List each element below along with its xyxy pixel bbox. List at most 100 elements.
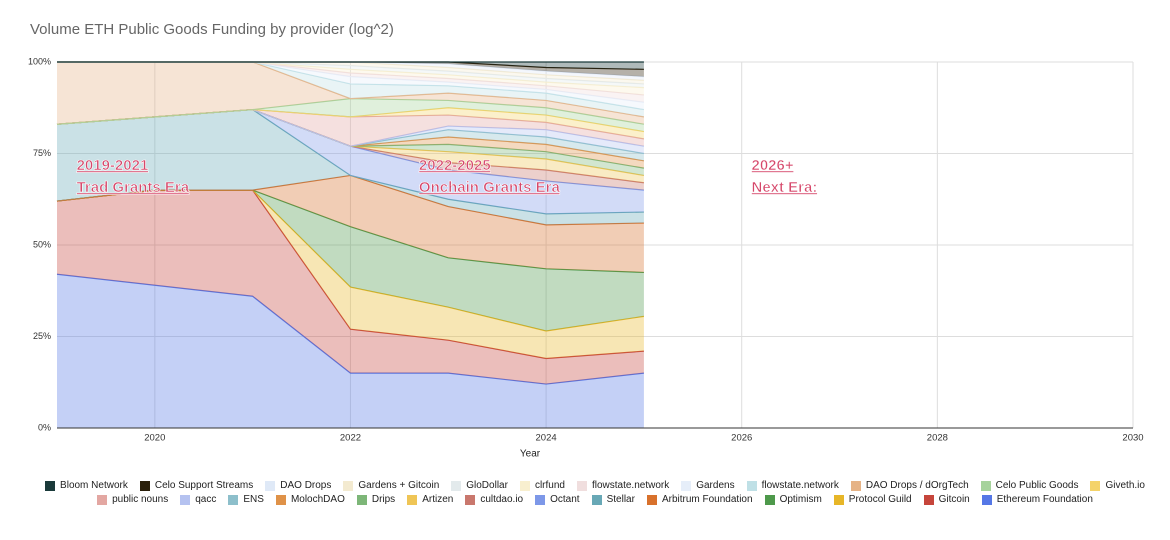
annotation: 2026+ bbox=[752, 157, 794, 174]
legend-label: qacc bbox=[195, 494, 217, 505]
legend-swatch bbox=[451, 480, 462, 491]
x-tick-label: 2020 bbox=[144, 433, 165, 444]
areas bbox=[56, 61, 645, 428]
legend-swatch bbox=[465, 494, 476, 505]
legend-label: cultdao.io bbox=[480, 494, 524, 505]
legend-item: GloDollar bbox=[451, 480, 508, 491]
legend-swatch bbox=[980, 480, 991, 491]
legend-item: DAO Drops bbox=[265, 480, 331, 491]
legend-label: flowstate.network bbox=[761, 480, 839, 491]
legend-label: Stellar bbox=[606, 494, 635, 505]
area bbox=[57, 62, 644, 125]
legend-item: MolochDAO bbox=[275, 494, 345, 505]
legend-item: Optimism bbox=[764, 494, 822, 505]
legend-label: MolochDAO bbox=[290, 494, 345, 505]
legend-item: Gardens + Gitcoin bbox=[343, 480, 439, 491]
area bbox=[57, 62, 644, 117]
legend-label: public nouns bbox=[112, 494, 169, 505]
legend-swatch bbox=[981, 494, 992, 505]
legend-label: flowstate.network bbox=[591, 480, 670, 491]
legend-swatch bbox=[576, 480, 587, 491]
area-edge bbox=[56, 273, 644, 385]
legend-item: clrfund bbox=[519, 480, 565, 491]
legend-swatch bbox=[228, 494, 239, 505]
y-tick-label: 25% bbox=[33, 331, 51, 341]
area bbox=[57, 190, 644, 332]
legend-item: Celo Support Streams bbox=[139, 480, 254, 491]
area bbox=[57, 62, 644, 88]
legend-item: Artizen bbox=[407, 494, 453, 505]
legend-swatch bbox=[746, 480, 757, 491]
legend-swatch bbox=[265, 480, 276, 491]
legend-swatch bbox=[407, 494, 418, 505]
legend-label: Gardens bbox=[696, 480, 735, 491]
legend-item: Drips bbox=[356, 494, 396, 505]
x-tick-label: 2028 bbox=[927, 433, 948, 444]
legend-item: Gitcoin bbox=[923, 494, 970, 505]
y-tick-label: 75% bbox=[33, 148, 51, 158]
legend-label: Octant bbox=[550, 494, 580, 505]
legend-swatch bbox=[275, 494, 286, 505]
annotation: 2022-2025 bbox=[419, 157, 491, 174]
legend-item: Protocol Guild bbox=[833, 494, 912, 505]
legend-swatch bbox=[646, 494, 657, 505]
area bbox=[57, 190, 644, 359]
x-tick-label: 2022 bbox=[340, 433, 361, 444]
legend-label: Arbitrum Foundation bbox=[661, 494, 753, 505]
legend-swatch bbox=[139, 480, 150, 491]
area bbox=[57, 109, 644, 154]
area bbox=[57, 190, 644, 385]
legend-label: Celo Support Streams bbox=[154, 480, 254, 491]
annotation: Onchain Grants Era bbox=[419, 179, 561, 196]
area bbox=[57, 62, 644, 77]
legend-label: ENS bbox=[243, 494, 264, 505]
legend-swatch bbox=[591, 494, 602, 505]
legend-label: DAO Drops bbox=[280, 480, 332, 491]
legend-label: Gitcoin bbox=[938, 494, 970, 505]
legend-item: DAO Drops / dOrgTech bbox=[850, 480, 969, 491]
chart-title: Volume ETH Public Goods Funding by provi… bbox=[30, 21, 394, 38]
legend-swatch bbox=[850, 480, 861, 491]
annotation: 2019-2021 bbox=[77, 157, 149, 174]
legend-swatch bbox=[180, 494, 191, 505]
area bbox=[57, 107, 644, 139]
legend-swatch bbox=[681, 480, 692, 491]
legend-item: Ethereum Foundation bbox=[981, 494, 1093, 505]
legend-item: flowstate.network bbox=[576, 480, 670, 491]
area bbox=[57, 62, 644, 70]
area bbox=[57, 175, 644, 273]
axes: 0% 25% 50% 75% 100% 2020 2022 2024 2026 2028 2030 bbox=[28, 56, 1144, 443]
legend-label: DAO Drops / dOrgTech bbox=[865, 480, 969, 491]
legend-label: Drips bbox=[371, 494, 396, 505]
legend-item: Bloom Network bbox=[45, 480, 128, 491]
legend-swatch bbox=[356, 494, 367, 505]
legend-swatch bbox=[833, 494, 844, 505]
legend-label: GloDollar bbox=[466, 480, 508, 491]
annotation: Next Era: bbox=[752, 179, 818, 196]
annotation: Trad Grants Era bbox=[77, 179, 190, 196]
legend-swatch bbox=[1090, 480, 1101, 491]
legend-item: cultdao.io bbox=[465, 494, 523, 505]
legend-swatch bbox=[764, 494, 775, 505]
legend: Bloom Network Celo Support Streams DAO Dro… bbox=[30, 480, 1160, 505]
legend-label: Optimism bbox=[779, 494, 822, 505]
x-axis-label: Year bbox=[520, 449, 541, 460]
x-tick-label: 2024 bbox=[536, 433, 557, 444]
legend-label: Protocol Guild bbox=[848, 494, 912, 505]
area bbox=[57, 98, 644, 132]
legend-label: Artizen bbox=[422, 494, 454, 505]
legend-label: Ethereum Foundation bbox=[996, 494, 1093, 505]
legend-swatch bbox=[923, 494, 934, 505]
legend-swatch bbox=[343, 480, 354, 491]
legend-item: Giveth.io bbox=[1090, 480, 1145, 491]
legend-item: ENS bbox=[228, 494, 264, 505]
legend-item: flowstate.network bbox=[746, 480, 839, 491]
legend-item: Gardens bbox=[681, 480, 735, 491]
legend-item: Octant bbox=[535, 494, 580, 505]
x-tick-label: 2030 bbox=[1122, 433, 1143, 444]
legend-label: Celo Public Goods bbox=[995, 480, 1079, 491]
legend-item: Arbitrum Foundation bbox=[646, 494, 753, 505]
y-tick-label: 0% bbox=[38, 422, 51, 432]
legend-label: Giveth.io bbox=[1105, 480, 1145, 491]
legend-label: clrfund bbox=[534, 480, 565, 491]
